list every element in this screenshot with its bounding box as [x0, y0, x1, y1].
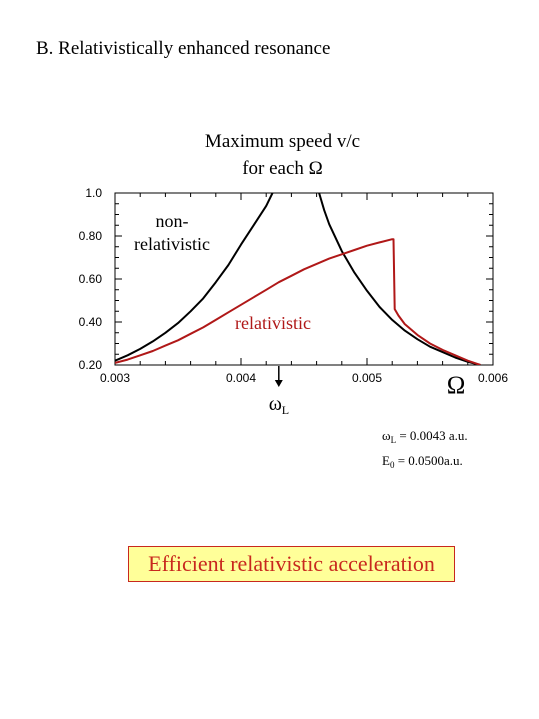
marker-arrow-head	[274, 380, 283, 387]
parameters: ωL = 0.0043 a.u. E0 = 0.0500a.u.	[382, 424, 468, 474]
param-e0: E0 = 0.0500a.u.	[382, 449, 468, 474]
param-omega-value: = 0.0043 a.u.	[399, 428, 468, 443]
annotation-relativistic: relativistic	[235, 313, 311, 333]
x-tick-label: 0.003	[100, 371, 130, 385]
y-tick-label: 0.60	[79, 272, 103, 286]
y-tick-label: 0.80	[79, 229, 103, 243]
annotation-non: non-	[156, 211, 189, 231]
x-tick-label: 0.005	[352, 371, 382, 385]
callout-box: Efficient relativistic acceleration	[128, 546, 455, 582]
y-tick-label: 1.0	[85, 186, 102, 200]
series-line-0	[115, 193, 274, 362]
series-lines	[115, 193, 481, 365]
chart-title-line-2: for each Ω	[242, 158, 323, 179]
marker-symbol: ω	[269, 393, 282, 415]
marker-sub: L	[282, 403, 289, 417]
section-title: B. Relativistically enhanced resonance	[36, 38, 331, 59]
param-omega: ωL = 0.0043 a.u.	[382, 424, 468, 449]
param-e-sub: 0	[389, 460, 395, 470]
param-omega-sub: L	[390, 435, 397, 445]
y-tick-label: 0.40	[79, 315, 103, 329]
y-tick-label: 0.20	[79, 358, 103, 372]
annotations: non-relativistic relativistic Ω	[134, 211, 465, 399]
chart-title-line-1: Maximum speed v/c	[204, 131, 361, 152]
param-e-value: = 0.0500a.u.	[397, 453, 463, 468]
tick-labels: 0.003 0.004 0.005 0.006 0.20 0.40 0.60 0.80 1.0	[79, 186, 509, 385]
annotation-nonrel: relativistic	[134, 234, 210, 254]
x-tick-label: 0.006	[478, 371, 508, 385]
param-e-symbol: E	[382, 453, 390, 468]
series-line-2	[115, 238, 481, 365]
chart-title: Maximum speed v/c for each Ω	[150, 128, 415, 182]
x-axis-label: Ω	[447, 372, 466, 399]
param-omega-symbol: ω	[382, 428, 391, 443]
x-tick-label: 0.004	[226, 371, 256, 385]
series-line-1	[318, 193, 481, 365]
tick-marks	[114, 192, 494, 366]
